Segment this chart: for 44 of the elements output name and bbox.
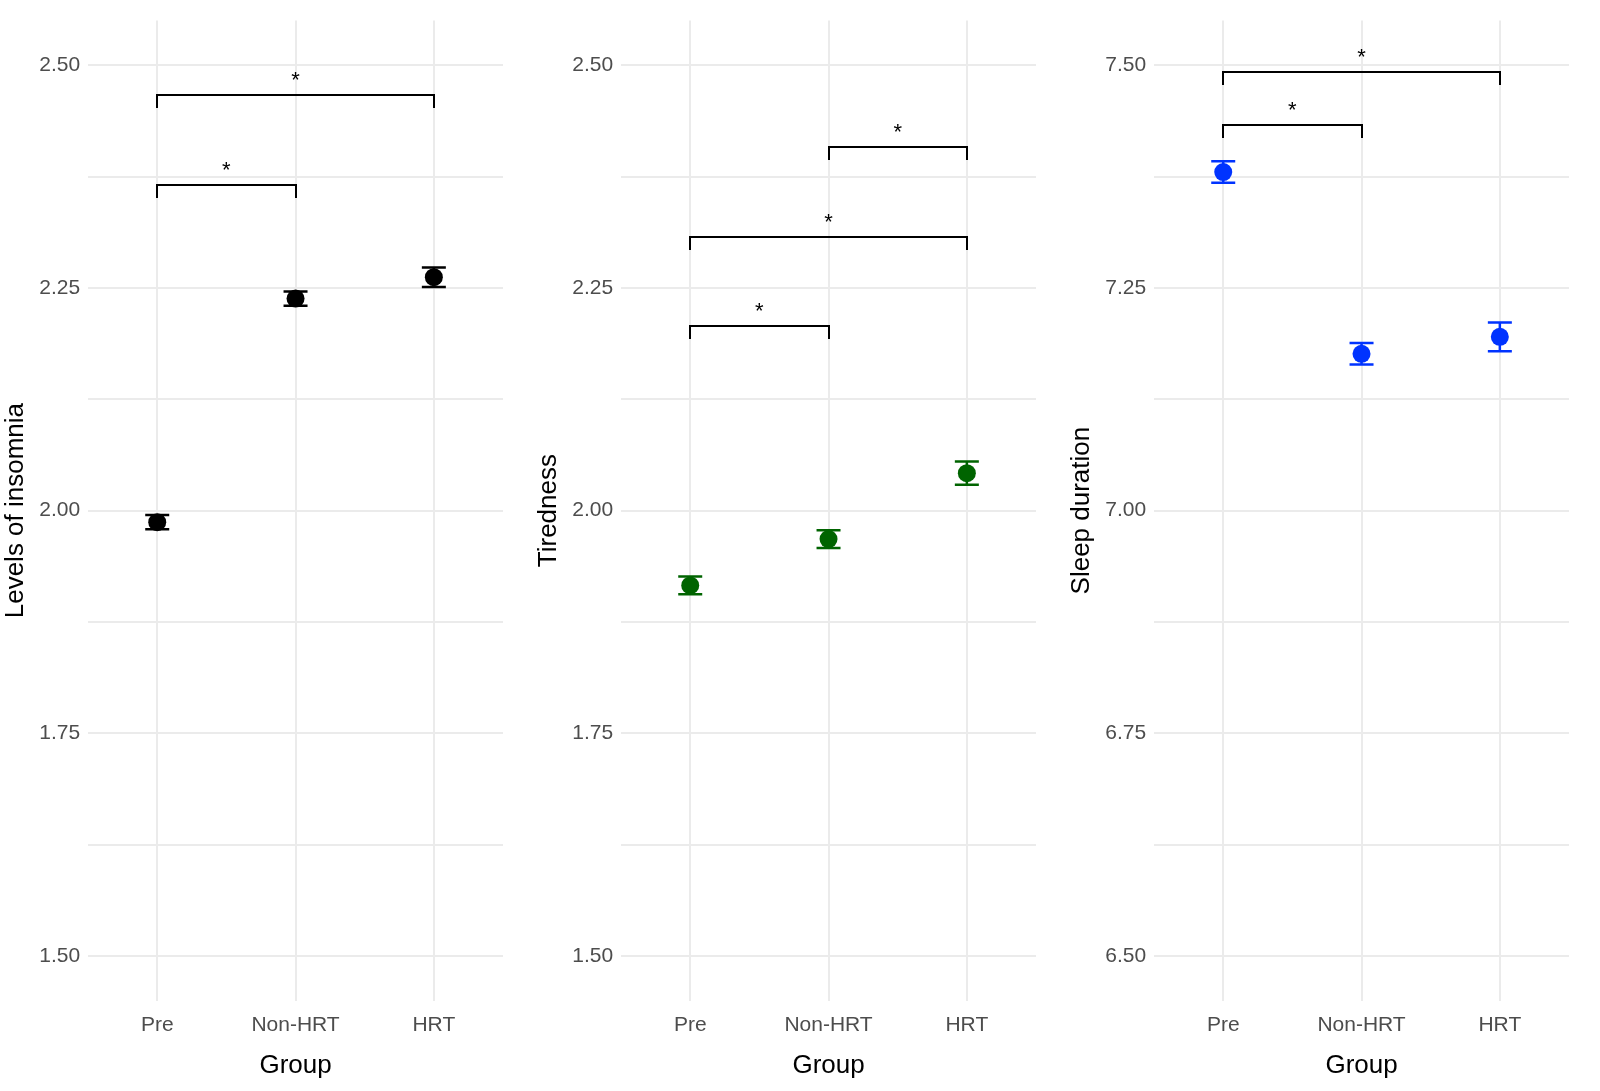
y-tick-label: 7.00 — [1105, 497, 1147, 521]
point — [681, 576, 700, 595]
y-tick-label: 1.50 — [572, 942, 614, 966]
annotation: * — [1357, 44, 1366, 70]
x-tick-label: Non-HRT — [784, 1012, 873, 1035]
annotation: * — [222, 156, 231, 182]
annotation: * — [1288, 97, 1297, 123]
x-axis-title: Group — [1325, 1048, 1398, 1079]
y-tick-label: 6.50 — [1105, 942, 1147, 966]
point — [148, 513, 167, 532]
y-tick-label: 2.50 — [572, 51, 614, 75]
x-tick-label: HRT — [945, 1012, 989, 1035]
x-tick-label: Non-HRT — [1317, 1012, 1406, 1035]
annotation: * — [824, 209, 833, 235]
x-tick-label: Pre — [673, 1012, 707, 1035]
point — [424, 268, 443, 287]
x-axis-title: Group — [792, 1048, 865, 1079]
annotation: * — [755, 298, 764, 324]
x-tick-label: Non-HRT — [251, 1012, 340, 1035]
y-axis-title: Levels of insomnia — [0, 402, 29, 619]
y-tick-label: 1.50 — [39, 942, 81, 966]
annotation: * — [893, 119, 902, 145]
point — [1214, 163, 1233, 182]
y-tick-label: 2.25 — [572, 274, 614, 298]
y-tick-label: 7.25 — [1105, 274, 1147, 298]
x-tick-label: Pre — [1206, 1012, 1240, 1035]
y-tick-label: 2.50 — [39, 51, 81, 75]
y-tick-label: 7.50 — [1105, 51, 1147, 75]
y-tick-label: 2.00 — [572, 497, 614, 521]
x-tick-label: HRT — [1478, 1012, 1522, 1035]
y-tick-label: 1.75 — [572, 720, 614, 744]
y-tick-label: 6.75 — [1105, 720, 1147, 744]
point — [957, 464, 976, 483]
y-tick-label: 2.25 — [39, 274, 81, 298]
y-axis-title: Tiredness — [531, 454, 562, 568]
x-tick-label: Pre — [140, 1012, 174, 1035]
x-tick-label: HRT — [412, 1012, 456, 1035]
y-tick-label: 2.00 — [39, 497, 81, 521]
point — [286, 289, 305, 308]
point — [1490, 327, 1509, 346]
annotation: * — [291, 67, 300, 93]
y-axis-title: Sleep duration — [1064, 426, 1095, 595]
y-tick-label: 1.75 — [39, 720, 81, 744]
x-axis-title: Group — [259, 1048, 332, 1079]
